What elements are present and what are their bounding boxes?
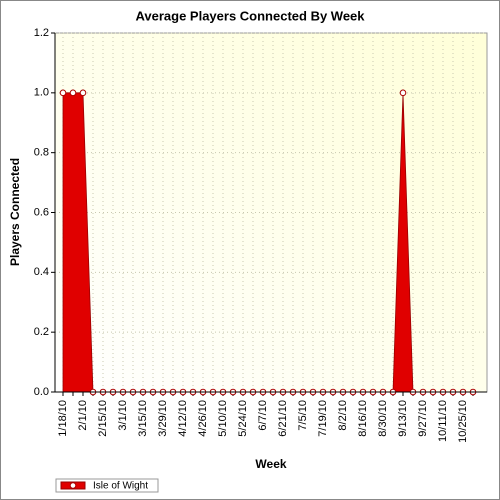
x-tick-label: 4/12/10 <box>177 400 189 437</box>
chart-title: Average Players Connected By Week <box>135 8 365 23</box>
point <box>59 89 67 97</box>
point <box>79 89 87 97</box>
x-tick-label: 9/13/10 <box>397 400 409 437</box>
x-tick-label: 2/15/10 <box>97 400 109 437</box>
x-tick-label: 5/24/10 <box>237 400 249 437</box>
legend-label: Isle of Wight <box>93 481 148 492</box>
point <box>399 89 407 97</box>
y-tick-label: 0.8 <box>34 147 49 159</box>
x-tick-label: 1/18/10 <box>57 400 69 437</box>
x-tick-label: 7/19/10 <box>317 400 329 437</box>
x-tick-label: 8/16/10 <box>357 400 369 437</box>
x-tick-label: 9/27/10 <box>417 400 429 437</box>
y-axis-label: Players Connected <box>8 158 22 266</box>
x-tick-label: 4/26/10 <box>197 400 209 437</box>
y-tick-label: 0.4 <box>34 266 49 278</box>
x-tick-label: 8/2/10 <box>337 400 349 431</box>
y-tick-label: 0.0 <box>34 386 49 398</box>
x-tick-label: 3/15/10 <box>137 400 149 437</box>
x-tick-label: 10/25/10 <box>457 400 469 443</box>
x-tick-label: 3/29/10 <box>157 400 169 437</box>
legend-marker <box>69 482 77 489</box>
y-tick-label: 0.2 <box>34 326 49 338</box>
y-tick-label: 0.6 <box>34 206 49 218</box>
y-tick-label: 1.0 <box>34 87 49 99</box>
x-tick-label: 7/5/10 <box>297 400 309 431</box>
x-tick-label: 10/11/10 <box>437 400 449 442</box>
x-tick-label: 6/21/10 <box>277 400 289 437</box>
x-tick-label: 6/7/10 <box>257 400 269 431</box>
x-axis-label: Week <box>255 457 286 471</box>
x-tick-label: 8/30/10 <box>377 400 389 437</box>
y-tick-label: 1.2 <box>34 27 49 39</box>
point <box>69 89 77 97</box>
x-tick-label: 5/10/10 <box>217 400 229 437</box>
x-tick-label: 2/1/10 <box>77 400 89 431</box>
x-tick-label: 3/1/10 <box>117 400 129 431</box>
